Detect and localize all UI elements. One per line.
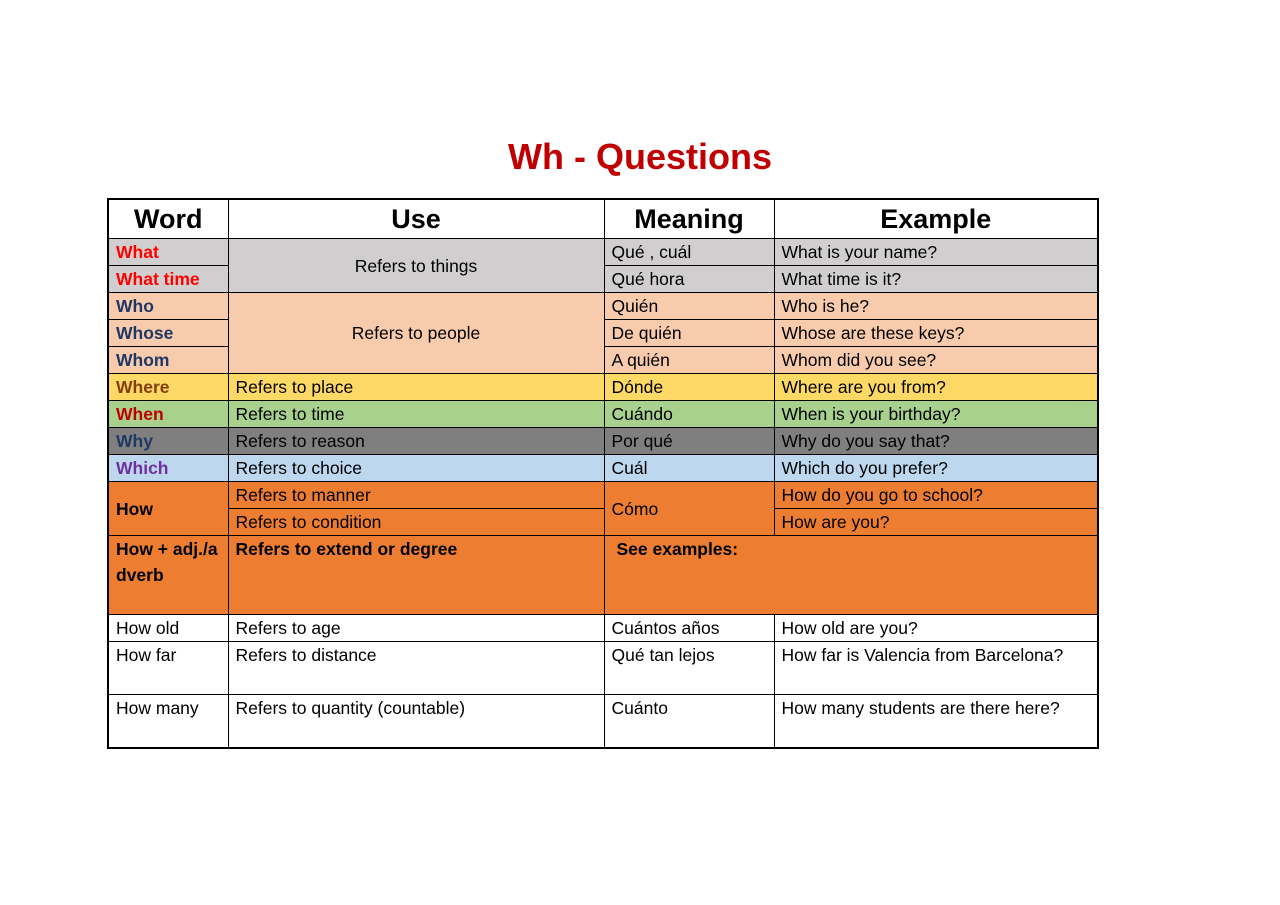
word-cell: Which — [107, 454, 229, 482]
meaning-cell: Dónde — [603, 373, 775, 401]
word-cell: Where — [107, 373, 229, 401]
example-cell: How are you? — [773, 508, 1099, 536]
table-row: How + adj./adverb Refers to extend or de… — [107, 535, 1099, 615]
example-cell: How old are you? — [773, 614, 1099, 642]
use-cell: Refers to age — [227, 614, 605, 642]
meaning-cell: Cuándo — [603, 400, 775, 428]
use-cell: Refers to people — [227, 292, 605, 374]
use-cell: Refers to choice — [227, 454, 605, 482]
use-cell: Refers to extend or degree — [227, 535, 605, 615]
table-row: How many Refers to quantity (countable) … — [107, 694, 1099, 749]
meaning-cell: See examples: — [603, 535, 1099, 615]
example-cell: What is your name? — [773, 238, 1099, 266]
table-row: When Refers to time Cuándo When is your … — [107, 400, 1099, 428]
example-cell: How do you go to school? — [773, 481, 1099, 509]
word-cell: How old — [107, 614, 229, 642]
table-row: How far Refers to distance Qué tan lejos… — [107, 641, 1099, 695]
meaning-cell: Cuántos años — [603, 614, 775, 642]
use-cell: Refers to time — [227, 400, 605, 428]
word-cell: Whom — [107, 346, 229, 374]
header-meaning: Meaning — [603, 198, 775, 239]
use-cell: Refers to quantity (countable) — [227, 694, 605, 749]
meaning-cell: Cuánto — [603, 694, 775, 749]
meaning-cell: Cuál — [603, 454, 775, 482]
table-row: Which Refers to choice Cuál Which do you… — [107, 454, 1099, 482]
header-example: Example — [773, 198, 1099, 239]
word-cell: How + adj./adverb — [107, 535, 229, 615]
example-cell: How far is Valencia from Barcelona? — [773, 641, 1099, 695]
word-cell: How far — [107, 641, 229, 695]
word-cell: What — [107, 238, 229, 266]
table-row: Who Refers to people Quién Who is he? — [107, 292, 1099, 374]
example-cell: When is your birthday? — [773, 400, 1099, 428]
example-cell: Who is he? — [773, 292, 1099, 320]
meaning-cell: Qué , cuál — [603, 238, 775, 266]
meaning-cell: A quién — [603, 346, 775, 374]
table-row: Refers to condition How are you? — [108, 508, 1099, 536]
use-cell: Refers to place — [227, 373, 605, 401]
example-cell: Which do you prefer? — [773, 454, 1099, 482]
word-cell: What time — [107, 265, 229, 293]
word-cell: Whose — [107, 319, 229, 347]
table-header-row: Word Use Meaning Example — [107, 198, 1099, 239]
meaning-cell: Cómo — [603, 481, 775, 536]
meaning-cell: Qué hora — [603, 265, 775, 293]
meaning-cell: Qué tan lejos — [603, 641, 775, 695]
example-cell: How many students are there here? — [773, 694, 1099, 749]
header-word: Word — [107, 198, 229, 239]
meaning-cell: Quién — [603, 292, 775, 320]
example-cell: Where are you from? — [773, 373, 1099, 401]
table-row: What Refers to things Qué , cuál What is… — [107, 238, 1099, 293]
example-cell: Why do you say that? — [773, 427, 1099, 455]
example-cell: What time is it? — [773, 265, 1099, 293]
meaning-cell: De quién — [603, 319, 775, 347]
example-cell: Whom did you see? — [773, 346, 1099, 374]
use-cell: Refers to reason — [227, 427, 605, 455]
wh-questions-table: Word Use Meaning Example What Refers to … — [107, 198, 1099, 749]
word-cell: How — [107, 481, 229, 536]
page-title: Wh - Questions — [508, 136, 772, 177]
word-cell: Why — [107, 427, 229, 455]
word-cell: Who — [107, 292, 229, 320]
table-row: Where Refers to place Dónde Where are yo… — [107, 373, 1099, 401]
use-cell: Refers to things — [227, 238, 605, 293]
table-row: How Refers to manner Cómo How do you go … — [107, 481, 1099, 536]
meaning-cell: Por qué — [603, 427, 775, 455]
word-cell: How many — [107, 694, 229, 749]
use-cell: Refers to distance — [227, 641, 605, 695]
use-cell: Refers to manner — [227, 481, 605, 509]
header-use: Use — [227, 198, 605, 239]
example-cell: Whose are these keys? — [773, 319, 1099, 347]
use-cell: Refers to condition — [227, 508, 605, 536]
word-cell: When — [107, 400, 229, 428]
table-row: Why Refers to reason Por qué Why do you … — [107, 427, 1099, 455]
table-row: How old Refers to age Cuántos años How o… — [107, 614, 1099, 642]
